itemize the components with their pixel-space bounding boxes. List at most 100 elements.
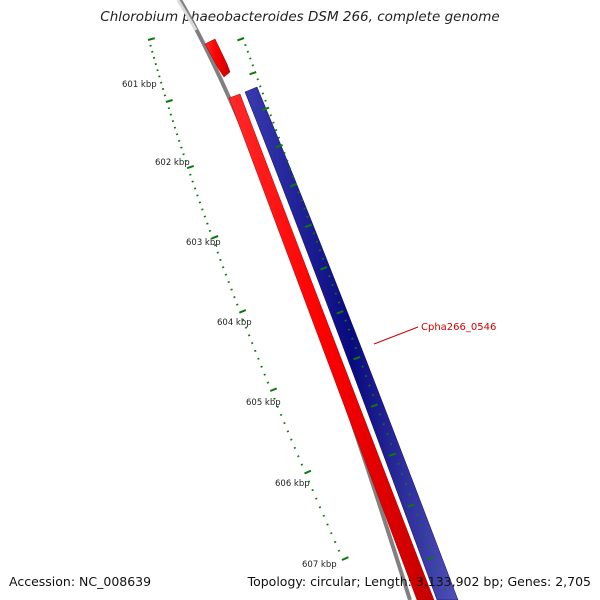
- minor-tick: [177, 139, 181, 142]
- major-tick: [427, 555, 435, 561]
- major-tick: [186, 164, 195, 170]
- topology-label: Topology:: [247, 574, 307, 589]
- minor-tick: [152, 56, 156, 59]
- minor-tick: [328, 275, 331, 278]
- minor-tick: [249, 57, 252, 60]
- minor-tick: [189, 173, 192, 176]
- minor-tick: [330, 532, 333, 535]
- minor-tick: [337, 549, 341, 552]
- minor-tick: [193, 187, 197, 190]
- minor-tick: [224, 273, 228, 276]
- minor-tick: [163, 94, 167, 97]
- minor-tick: [208, 229, 212, 232]
- minor-tick: [247, 334, 251, 337]
- major-tick: [275, 144, 283, 149]
- minor-tick: [221, 266, 225, 269]
- minor-tick: [286, 430, 290, 433]
- minor-tick: [423, 534, 427, 538]
- minor-tick: [361, 365, 364, 368]
- minor-tick: [196, 194, 199, 197]
- major-tick: [370, 403, 378, 408]
- minor-tick: [269, 114, 272, 117]
- minor-tick: [283, 421, 286, 425]
- minor-tick: [315, 497, 318, 500]
- gene-label-cpha266-0546[interactable]: Cpha266_0546: [421, 322, 496, 333]
- length-label: Length:: [364, 574, 412, 589]
- minor-tick: [279, 413, 283, 417]
- backbone-ring-top-highlight: [176, 0, 198, 31]
- minor-tick: [382, 423, 385, 426]
- minor-tick: [171, 120, 175, 123]
- kbp-label-605: 605 kbp: [246, 398, 281, 408]
- minor-tick: [244, 43, 247, 47]
- minor-tick: [167, 107, 171, 110]
- minor-tick: [256, 78, 259, 81]
- minor-tick: [288, 167, 292, 170]
- backbone-ring: [178, 0, 412, 600]
- minor-tick: [274, 129, 278, 132]
- minor-tick: [261, 92, 265, 95]
- minor-tick: [156, 69, 159, 72]
- minor-tick: [439, 577, 443, 580]
- major-tick: [262, 106, 270, 111]
- minor-tick: [173, 126, 177, 129]
- topology-value: circular: [310, 574, 357, 589]
- minor-tick: [169, 113, 173, 116]
- minor-tick: [404, 483, 408, 486]
- major-tick: [336, 310, 344, 315]
- minor-tick: [236, 303, 239, 306]
- major-tick: [304, 469, 312, 475]
- minor-tick: [386, 432, 389, 436]
- accession-footer: Accession: NC_008639: [9, 574, 151, 589]
- minor-tick: [213, 244, 217, 247]
- minor-tick: [251, 64, 254, 67]
- minor-tick: [283, 151, 286, 155]
- major-tick: [238, 309, 247, 314]
- minor-tick: [184, 159, 187, 163]
- genome-stats-footer: Topology: circular; Length: 3,133,902 bp…: [247, 574, 591, 589]
- minor-tick: [322, 514, 326, 517]
- minor-tick: [263, 373, 266, 376]
- minor-tick: [300, 199, 303, 202]
- accession-value: NC_008639: [79, 574, 152, 589]
- minor-tick: [297, 455, 300, 458]
- minor-tick: [401, 472, 404, 476]
- minor-tick: [151, 50, 154, 53]
- minor-tick: [321, 257, 325, 260]
- minor-tick: [389, 442, 393, 445]
- minor-tick: [300, 463, 304, 466]
- reverse-gene-track[interactable]: [244, 86, 459, 600]
- minor-tick: [257, 357, 260, 360]
- minor-tick: [297, 191, 300, 194]
- minor-tick: [397, 462, 400, 465]
- major-tick: [320, 266, 328, 271]
- minor-tick: [368, 384, 371, 387]
- minor-tick: [161, 87, 165, 91]
- minor-tick: [273, 397, 276, 400]
- scale-ticks-left: [147, 37, 349, 561]
- major-tick: [289, 183, 298, 188]
- scale-ticks-right: [237, 37, 447, 591]
- major-tick: [211, 235, 219, 240]
- minor-tick: [443, 588, 447, 591]
- minor-tick: [216, 251, 219, 254]
- forward-gene-track[interactable]: [228, 93, 435, 600]
- minor-tick: [347, 328, 351, 331]
- accession-label: Accession:: [9, 574, 76, 589]
- minor-tick: [344, 319, 347, 322]
- minor-tick: [334, 292, 337, 295]
- major-tick: [269, 387, 278, 392]
- minor-tick: [180, 146, 183, 149]
- major-tick: [353, 355, 361, 361]
- minor-tick: [182, 153, 185, 156]
- minor-tick: [219, 258, 222, 261]
- minor-tick: [227, 280, 230, 284]
- forward-gene-small[interactable]: [204, 38, 231, 78]
- kbp-label-606: 606 kbp: [275, 479, 310, 489]
- minor-tick: [201, 208, 204, 211]
- minor-tick: [203, 215, 207, 218]
- minor-tick: [354, 346, 357, 350]
- minor-tick: [293, 446, 297, 450]
- minor-tick: [272, 121, 275, 124]
